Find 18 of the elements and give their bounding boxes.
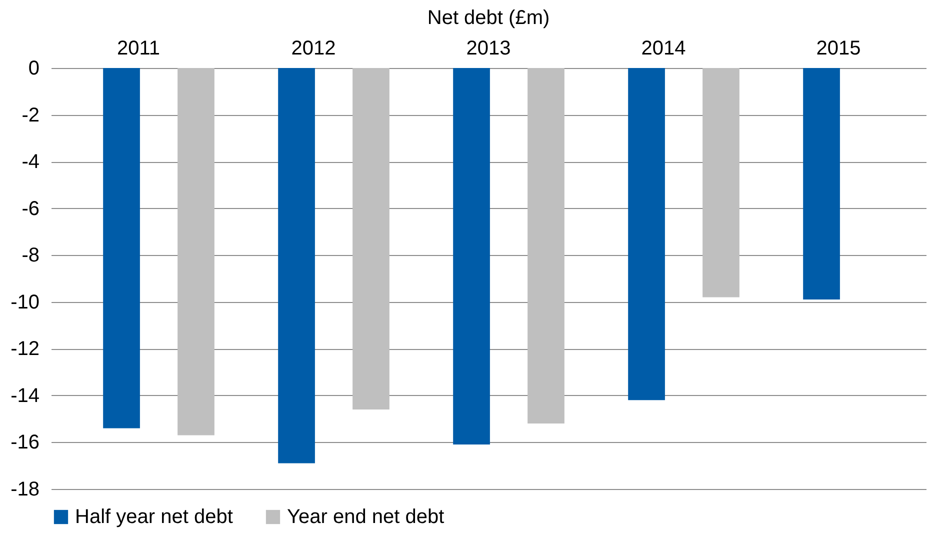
y-tick-label: -4 [22, 151, 40, 174]
y-tick-label: -12 [10, 338, 40, 360]
y-tick-label: -8 [22, 244, 40, 267]
x-tick-label: 2013 [466, 38, 511, 60]
y-tick-label: -18 [10, 478, 40, 500]
x-tick-label: 2012 [291, 38, 336, 60]
y-tick-label: -14 [10, 384, 40, 407]
legend-label: Half year net debt [75, 506, 234, 528]
y-tick-label: -2 [22, 104, 40, 126]
y-tick-label: 0 [28, 58, 40, 80]
y-tick-label: -10 [10, 291, 40, 314]
x-tick-label: 2011 [116, 38, 160, 60]
legend-label: Year end net debt [287, 506, 445, 528]
y-tick-label: -16 [10, 432, 40, 454]
x-tick-label: 2015 [816, 38, 861, 60]
y-tick-label: -6 [22, 198, 40, 220]
x-tick-label: 2014 [641, 38, 686, 60]
chart-title: Net debt (£m) [427, 7, 550, 29]
